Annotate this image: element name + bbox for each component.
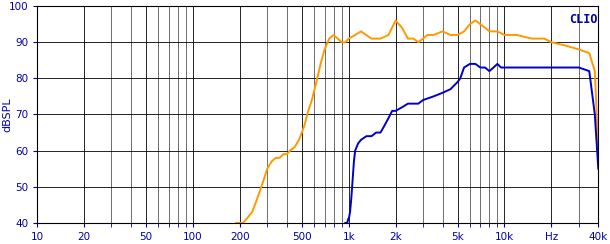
Y-axis label: dBSPL: dBSPL xyxy=(2,97,12,132)
Text: CLIO: CLIO xyxy=(569,13,597,26)
